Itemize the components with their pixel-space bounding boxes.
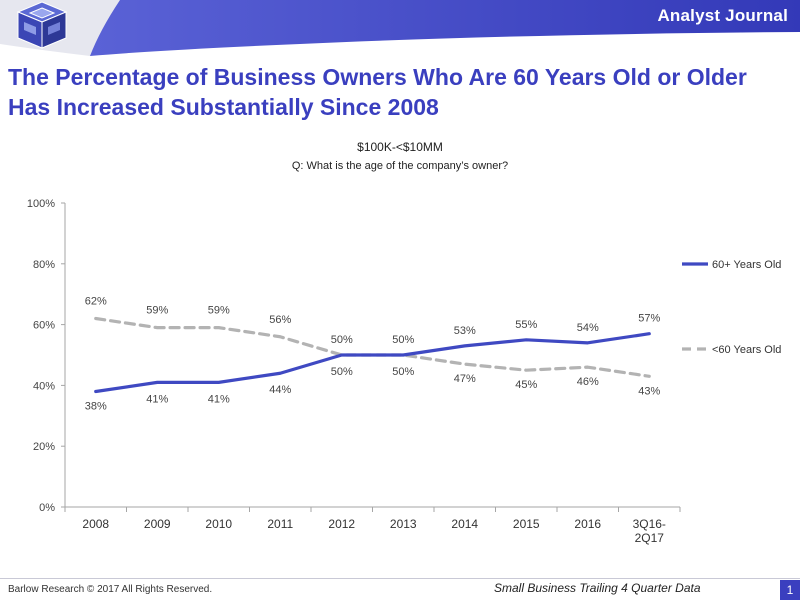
data-label-under-60: 62% [85,296,107,308]
data-label-60-plus: 50% [331,366,353,378]
x-tick-label: 2011 [267,517,293,531]
y-tick-label: 40% [33,380,55,392]
data-source-note: Small Business Trailing 4 Quarter Data [494,581,701,595]
data-label-60-plus: 41% [208,393,230,405]
data-label-under-60: 59% [146,305,168,317]
x-tick-label: 2013 [390,517,417,531]
data-label-60-plus: 55% [515,319,537,331]
x-tick-label: 2015 [513,517,540,531]
chart-subtitle: $100K-<$10MM [357,140,443,154]
data-label-under-60: 46% [577,376,599,388]
header-banner: Analyst Journal [0,0,800,58]
data-label-under-60: 50% [392,334,414,346]
copyright-text: Barlow Research © 2017 All Rights Reserv… [8,584,213,595]
y-tick-label: 0% [39,502,55,514]
page-title: The Percentage of Business Owners Who Ar… [8,64,747,120]
logo-icon [16,1,68,49]
x-tick-label: 2008 [82,517,109,531]
data-label-60-plus: 41% [146,393,168,405]
data-label-under-60: 59% [208,305,230,317]
y-tick-label: 60% [33,320,55,332]
x-tick-label: 2012 [328,517,355,531]
data-label-under-60: 47% [454,373,476,385]
data-label-under-60: 56% [269,314,291,326]
y-tick-label: 80% [33,259,55,271]
chart-question: Q: What is the age of the company’s owne… [291,160,509,172]
data-label-60-plus: 38% [85,400,107,412]
x-tick-label: 3Q16-2Q17 [633,517,666,545]
x-tick-label: 2014 [451,517,478,531]
x-tick-label: 2016 [574,517,601,531]
legend-label-under-60: <60 Years Old [712,344,781,356]
x-tick-label: 2009 [144,517,171,531]
series-line-under-60 [94,316,651,378]
x-tick-label: 2010 [205,517,232,531]
y-tick-label: 20% [33,441,55,453]
series-line-60-plus [94,332,651,394]
data-label-under-60: 43% [638,385,660,397]
data-label-under-60: 50% [331,334,353,346]
legend-label-60-plus: 60+ Years Old [712,259,781,271]
footer-divider [0,578,800,579]
data-label-60-plus: 44% [269,384,291,396]
data-label-60-plus: 53% [454,325,476,337]
data-label-60-plus: 57% [638,313,660,325]
data-label-60-plus: 50% [392,366,414,378]
data-label-under-60: 45% [515,379,537,391]
journal-name: Analyst Journal [657,6,788,25]
data-label-60-plus: 54% [577,322,599,334]
page-number: 1 [780,580,800,600]
y-tick-label: 100% [27,198,55,210]
header-graphic [0,0,800,56]
